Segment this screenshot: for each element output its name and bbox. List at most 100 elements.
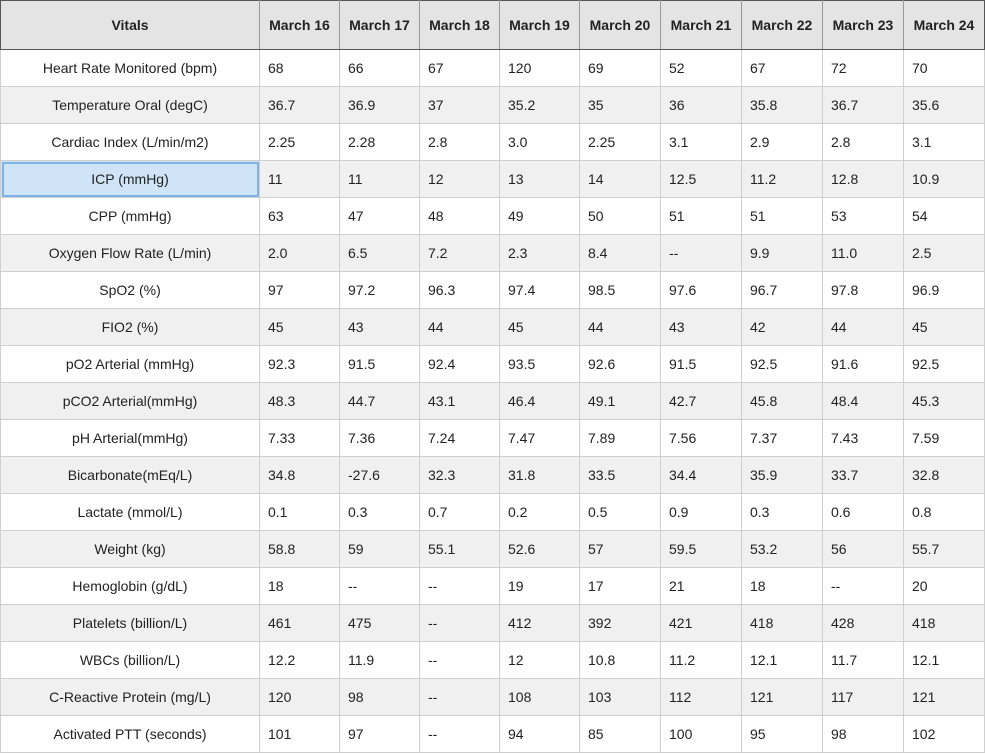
value-cell[interactable]: 91.5 [660, 345, 742, 383]
row-label-cell[interactable]: CPP (mmHg) [0, 197, 260, 235]
column-header-date[interactable]: March 18 [419, 0, 500, 50]
value-cell[interactable]: 475 [339, 604, 420, 642]
row-label-cell[interactable]: pO2 Arterial (mmHg) [0, 345, 260, 383]
value-cell[interactable]: -- [419, 604, 500, 642]
value-cell[interactable]: 58.8 [259, 530, 340, 568]
value-cell[interactable]: 108 [499, 678, 580, 716]
value-cell[interactable]: 97.2 [339, 271, 420, 309]
value-cell[interactable]: 42 [741, 308, 823, 346]
value-cell[interactable]: -- [419, 641, 500, 679]
value-cell[interactable]: 48.4 [822, 382, 904, 420]
value-cell[interactable]: 36 [660, 86, 742, 124]
value-cell[interactable]: 43 [339, 308, 420, 346]
value-cell[interactable]: 92.5 [741, 345, 823, 383]
value-cell[interactable]: 3.1 [903, 123, 985, 161]
value-cell[interactable]: 7.24 [419, 419, 500, 457]
value-cell[interactable]: 98 [822, 715, 904, 753]
row-label-cell[interactable]: Lactate (mmol/L) [0, 493, 260, 531]
value-cell[interactable]: 12.1 [741, 641, 823, 679]
value-cell[interactable]: 20 [903, 567, 985, 605]
value-cell[interactable]: 97.6 [660, 271, 742, 309]
value-cell[interactable]: 95 [741, 715, 823, 753]
value-cell[interactable]: 101 [259, 715, 340, 753]
value-cell[interactable]: 35.6 [903, 86, 985, 124]
row-label-cell[interactable]: Heart Rate Monitored (bpm) [0, 49, 260, 87]
value-cell[interactable]: 98 [339, 678, 420, 716]
value-cell[interactable]: 67 [741, 49, 823, 87]
value-cell[interactable]: 32.8 [903, 456, 985, 494]
value-cell[interactable]: 57 [579, 530, 661, 568]
value-cell[interactable]: 54 [903, 197, 985, 235]
value-cell[interactable]: 9.9 [741, 234, 823, 272]
value-cell[interactable]: 10.8 [579, 641, 661, 679]
value-cell[interactable]: 7.33 [259, 419, 340, 457]
value-cell[interactable]: -- [822, 567, 904, 605]
value-cell[interactable]: 94 [499, 715, 580, 753]
value-cell[interactable]: 0.7 [419, 493, 500, 531]
value-cell[interactable]: 45.3 [903, 382, 985, 420]
value-cell[interactable]: 93.5 [499, 345, 580, 383]
value-cell[interactable]: 92.4 [419, 345, 500, 383]
value-cell[interactable]: 59.5 [660, 530, 742, 568]
column-header-date[interactable]: March 17 [339, 0, 420, 50]
column-header-vitals[interactable]: Vitals [0, 0, 260, 50]
value-cell[interactable]: -- [339, 567, 420, 605]
row-label-cell[interactable]: Temperature Oral (degC) [0, 86, 260, 124]
column-header-date[interactable]: March 16 [259, 0, 340, 50]
value-cell[interactable]: 3.1 [660, 123, 742, 161]
value-cell[interactable]: 428 [822, 604, 904, 642]
value-cell[interactable]: 31.8 [499, 456, 580, 494]
value-cell[interactable]: 18 [259, 567, 340, 605]
row-label-cell[interactable]: Bicarbonate(mEq/L) [0, 456, 260, 494]
value-cell[interactable]: 461 [259, 604, 340, 642]
value-cell[interactable]: 2.3 [499, 234, 580, 272]
value-cell[interactable]: 7.37 [741, 419, 823, 457]
value-cell[interactable]: 53 [822, 197, 904, 235]
value-cell[interactable]: 2.5 [903, 234, 985, 272]
value-cell[interactable]: 13 [499, 160, 580, 198]
value-cell[interactable]: 0.2 [499, 493, 580, 531]
value-cell[interactable]: 34.4 [660, 456, 742, 494]
row-label-cell[interactable]: Hemoglobin (g/dL) [0, 567, 260, 605]
value-cell[interactable]: 0.5 [579, 493, 661, 531]
value-cell[interactable]: 120 [259, 678, 340, 716]
value-cell[interactable]: 12.2 [259, 641, 340, 679]
value-cell[interactable]: 97.8 [822, 271, 904, 309]
value-cell[interactable]: 0.9 [660, 493, 742, 531]
value-cell[interactable]: 69 [579, 49, 661, 87]
row-label-cell[interactable]: Weight (kg) [0, 530, 260, 568]
value-cell[interactable]: 91.5 [339, 345, 420, 383]
row-label-cell[interactable]: pCO2 Arterial(mmHg) [0, 382, 260, 420]
value-cell[interactable]: 12.5 [660, 160, 742, 198]
value-cell[interactable]: 0.8 [903, 493, 985, 531]
value-cell[interactable]: 35 [579, 86, 661, 124]
value-cell[interactable]: 2.25 [259, 123, 340, 161]
value-cell[interactable]: 120 [499, 49, 580, 87]
value-cell[interactable]: 11.7 [822, 641, 904, 679]
value-cell[interactable]: 44 [822, 308, 904, 346]
value-cell[interactable]: 7.89 [579, 419, 661, 457]
value-cell[interactable]: 52.6 [499, 530, 580, 568]
value-cell[interactable]: 48 [419, 197, 500, 235]
value-cell[interactable]: 92.5 [903, 345, 985, 383]
row-label-cell[interactable]: FIO2 (%) [0, 308, 260, 346]
value-cell[interactable]: 42.7 [660, 382, 742, 420]
value-cell[interactable]: 98.5 [579, 271, 661, 309]
value-cell[interactable]: 8.4 [579, 234, 661, 272]
value-cell[interactable]: 100 [660, 715, 742, 753]
value-cell[interactable]: 421 [660, 604, 742, 642]
value-cell[interactable]: 10.9 [903, 160, 985, 198]
value-cell[interactable]: 0.3 [339, 493, 420, 531]
value-cell[interactable]: 33.5 [579, 456, 661, 494]
value-cell[interactable]: 121 [903, 678, 985, 716]
value-cell[interactable]: 412 [499, 604, 580, 642]
value-cell[interactable]: 49 [499, 197, 580, 235]
value-cell[interactable]: 45 [499, 308, 580, 346]
value-cell[interactable]: 11 [259, 160, 340, 198]
value-cell[interactable]: 11.2 [741, 160, 823, 198]
value-cell[interactable]: 11.0 [822, 234, 904, 272]
value-cell[interactable]: 102 [903, 715, 985, 753]
value-cell[interactable]: 43 [660, 308, 742, 346]
value-cell[interactable]: 7.2 [419, 234, 500, 272]
value-cell[interactable]: 96.3 [419, 271, 500, 309]
